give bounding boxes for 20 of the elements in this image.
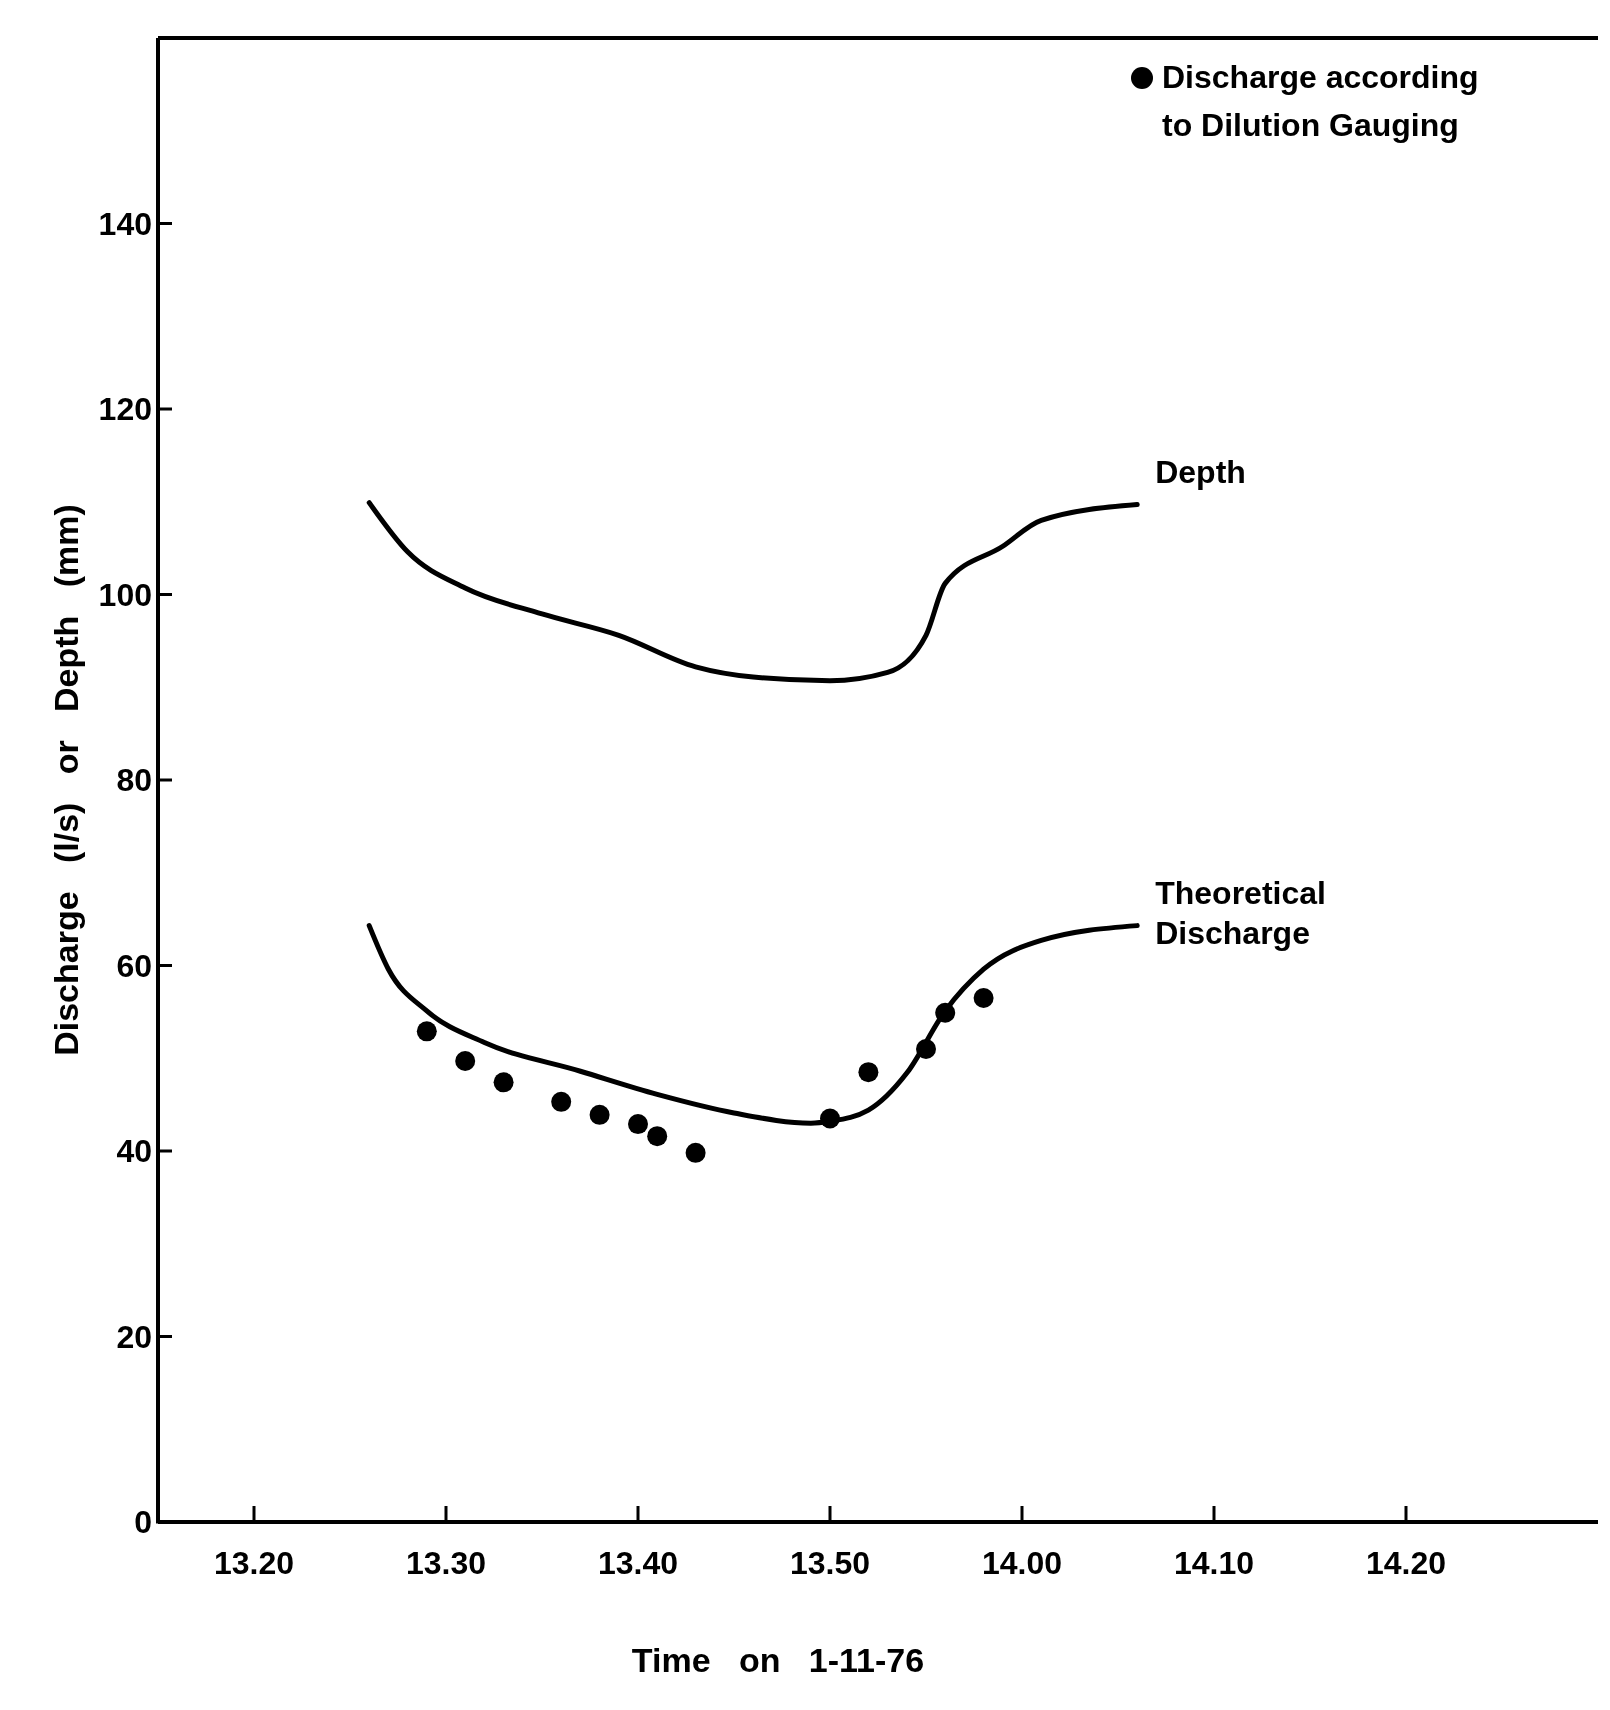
x-tick-label: 13.20 bbox=[213, 1545, 295, 1581]
x-tick-label: 13.40 bbox=[597, 1545, 679, 1581]
series-label: Theoretical Discharge bbox=[1155, 874, 1326, 951]
y-axis-title: Discharge (l/s) or Depth (mm) bbox=[47, 504, 85, 1056]
y-tick-label: 100 bbox=[98, 576, 152, 613]
x-tick-label: 14.20 bbox=[1365, 1545, 1447, 1581]
x-tick-label: 14.10 bbox=[1173, 1545, 1255, 1581]
y-tick-label: 80 bbox=[116, 762, 152, 799]
y-tick-label: 0 bbox=[134, 1504, 152, 1541]
y-tick-label: 140 bbox=[98, 205, 152, 242]
legend-label: Discharge according to Dilution Gauging bbox=[1162, 59, 1479, 143]
x-axis-title: Time on 1-11-76 bbox=[631, 1641, 925, 1679]
x-tick-label: 13.30 bbox=[405, 1545, 487, 1581]
series-label: Depth bbox=[1155, 453, 1246, 490]
y-tick-label: 60 bbox=[116, 947, 152, 984]
x-tick-label: 14.00 bbox=[981, 1545, 1063, 1581]
y-tick-label: 40 bbox=[116, 1133, 152, 1170]
x-tick-label: 13.50 bbox=[789, 1545, 871, 1581]
y-tick-label: 20 bbox=[116, 1318, 152, 1355]
y-tick-label: 120 bbox=[98, 391, 152, 428]
